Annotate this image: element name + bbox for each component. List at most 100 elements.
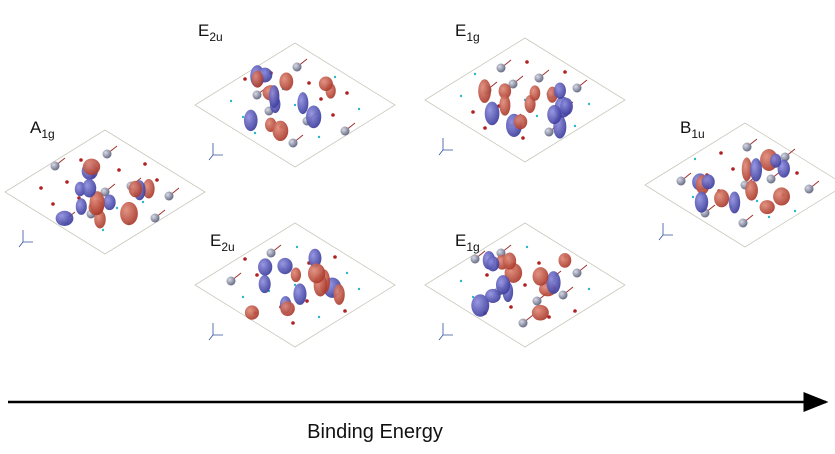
atom xyxy=(573,269,582,278)
page: A1gE2uE2uE1gE1gB1u Binding Energy (() =>… xyxy=(0,0,835,454)
o-atom xyxy=(521,136,525,140)
axis-triad xyxy=(659,223,673,240)
orbital-lobe xyxy=(530,85,541,100)
orbital-lobe xyxy=(514,114,528,129)
o-atom xyxy=(471,110,475,114)
orbital-panel xyxy=(195,43,395,167)
atom xyxy=(471,255,480,264)
orbital-lobe xyxy=(277,258,292,274)
symmetry-symbol: E xyxy=(455,21,466,40)
orbital-lobe xyxy=(745,180,758,200)
h-atom xyxy=(242,116,244,118)
orbital-lobe xyxy=(83,159,100,175)
atom xyxy=(151,214,160,223)
h-atom xyxy=(346,272,348,274)
h-atom xyxy=(358,288,360,290)
atom xyxy=(677,177,686,186)
o-atom xyxy=(795,171,799,175)
o-atom xyxy=(343,309,347,313)
symmetry-subscript: 2u xyxy=(221,240,234,254)
axis-triad xyxy=(209,323,223,340)
axis-triad xyxy=(209,143,223,160)
o-atom xyxy=(333,255,337,259)
h-atom xyxy=(526,246,528,248)
h-atom xyxy=(296,246,298,248)
orbital-lobe xyxy=(702,174,715,189)
h-atom xyxy=(474,73,476,75)
h-atom xyxy=(692,196,694,198)
orbital-lobe xyxy=(750,158,762,181)
o-atom xyxy=(243,257,247,261)
o-atom xyxy=(573,309,577,313)
o-atom xyxy=(39,186,43,190)
atom xyxy=(805,185,814,194)
h-atom xyxy=(756,200,758,202)
atom xyxy=(51,162,60,171)
orbital-panel xyxy=(645,123,835,247)
symmetry-subscript: 1g xyxy=(41,127,54,141)
orbital-lobe xyxy=(319,76,333,91)
orbital-lobe xyxy=(485,102,500,126)
h-atom xyxy=(318,316,320,318)
orbital-lobe xyxy=(129,181,143,198)
h-atom xyxy=(142,201,144,203)
symmetry-label: A1g xyxy=(30,118,55,141)
orbital-lobe xyxy=(487,256,500,271)
atom xyxy=(743,143,752,152)
symmetry-label: E1g xyxy=(455,231,480,254)
o-atom xyxy=(65,180,69,184)
atom xyxy=(767,175,776,184)
atom xyxy=(535,74,544,83)
atom xyxy=(559,291,568,300)
orbital-lobe xyxy=(297,92,308,114)
orbital-lobe xyxy=(496,275,510,294)
h-atom xyxy=(794,210,796,212)
o-atom xyxy=(155,178,159,182)
h-atom xyxy=(574,125,576,127)
h-atom xyxy=(588,103,590,105)
orbital-lobe xyxy=(503,253,516,270)
h-atom xyxy=(318,136,320,138)
orbital-lobe xyxy=(560,98,573,115)
o-atom xyxy=(79,158,83,162)
atom xyxy=(573,84,582,93)
orbital-lobe xyxy=(273,121,289,141)
orbital-lobe xyxy=(306,106,321,129)
h-atom xyxy=(242,296,244,298)
axis-triad xyxy=(439,323,453,340)
orbital-lobe xyxy=(554,82,566,98)
o-atom xyxy=(509,305,513,309)
o-atom xyxy=(307,81,311,85)
orbital-lobe xyxy=(82,179,96,197)
o-atom xyxy=(291,321,295,325)
orbital-lobe xyxy=(546,271,560,294)
atom xyxy=(227,277,236,286)
orbital-lobe xyxy=(558,253,571,268)
axis-triad xyxy=(19,230,33,247)
h-atom xyxy=(358,108,360,110)
orbital-lobe xyxy=(729,191,740,213)
symmetry-symbol: B xyxy=(680,118,691,137)
h-atom xyxy=(694,158,696,160)
cell-outline xyxy=(645,123,835,247)
o-atom xyxy=(485,273,489,277)
o-atom xyxy=(563,70,567,74)
h-atom xyxy=(768,216,770,218)
orbital-lobe xyxy=(269,85,280,108)
h-atom xyxy=(334,76,336,78)
o-atom xyxy=(255,273,259,277)
symmetry-symbol: A xyxy=(30,118,42,137)
orbital-lobe xyxy=(252,71,263,88)
symmetry-subscript: 2u xyxy=(209,30,222,44)
atom xyxy=(497,64,506,73)
atom xyxy=(533,297,542,306)
orbital-lobe xyxy=(291,268,301,283)
orbital-lobe xyxy=(714,189,729,207)
o-atom xyxy=(345,91,349,95)
orbital-lobe xyxy=(334,284,345,305)
symmetry-subscript: 1g xyxy=(466,240,479,254)
o-atom xyxy=(523,283,527,287)
orbital-lobe xyxy=(280,301,295,316)
atom xyxy=(103,150,112,159)
